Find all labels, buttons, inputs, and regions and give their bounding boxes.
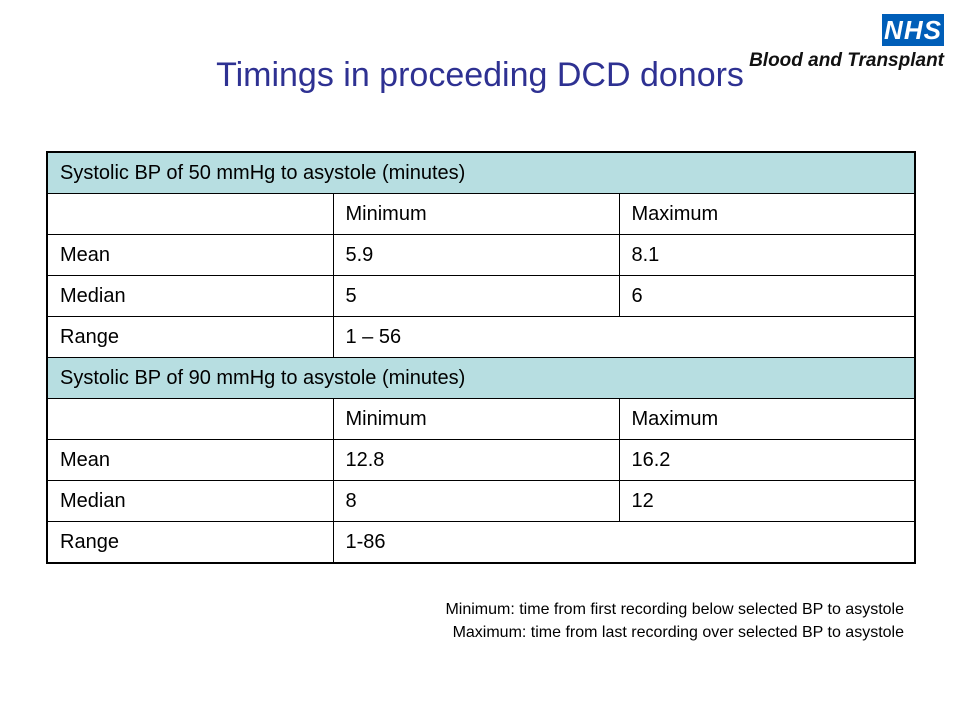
maximum-cell: 16.2 — [618, 439, 916, 481]
column-header-empty — [46, 193, 334, 235]
column-header-row: Minimum Maximum — [46, 398, 916, 440]
row-label: Median — [46, 275, 334, 317]
minimum-cell: 5.9 — [332, 234, 620, 276]
row-label: Range — [46, 316, 334, 358]
section-header: Systolic BP of 50 mmHg to asystole (minu… — [46, 151, 916, 194]
section-header: Systolic BP of 90 mmHg to asystole (minu… — [46, 357, 916, 399]
logo-text: Blood and Transplant — [749, 50, 944, 71]
column-header-empty — [46, 398, 334, 440]
maximum-cell: 12 — [618, 480, 916, 522]
maximum-cell: 6 — [618, 275, 916, 317]
range-row: Range 1 – 56 — [46, 316, 916, 358]
column-header-maximum: Maximum — [618, 398, 916, 440]
section-header-row: Systolic BP of 90 mmHg to asystole (minu… — [46, 357, 916, 399]
slide-title: Timings in proceeding DCD donors — [216, 56, 744, 94]
section-header-row: Systolic BP of 50 mmHg to asystole (minu… — [46, 151, 916, 194]
table-row: Median 8 12 — [46, 480, 916, 522]
row-label: Mean — [46, 439, 334, 481]
maximum-cell: 8.1 — [618, 234, 916, 276]
footnote-minimum: Minimum: time from first recording below… — [445, 601, 904, 618]
column-header-minimum: Minimum — [332, 398, 620, 440]
minimum-cell: 8 — [332, 480, 620, 522]
timings-table: Systolic BP of 50 mmHg to asystole (minu… — [46, 151, 916, 564]
table-row: Median 5 6 — [46, 275, 916, 317]
row-label: Range — [46, 521, 334, 564]
row-label: Mean — [46, 234, 334, 276]
table-row: Mean 12.8 16.2 — [46, 439, 916, 481]
range-cell: 1 – 56 — [332, 316, 916, 358]
row-label: Median — [46, 480, 334, 522]
footnote-maximum: Maximum: time from last recording over s… — [452, 624, 904, 641]
column-header-minimum: Minimum — [332, 193, 620, 235]
range-cell: 1-86 — [332, 521, 916, 564]
footnote: Minimum: time from first recording below… — [445, 598, 904, 644]
column-header-maximum: Maximum — [618, 193, 916, 235]
column-header-row: Minimum Maximum — [46, 193, 916, 235]
nhs-logo-badge: NHS — [882, 14, 944, 46]
nhs-blood-and-transplant-logo: NHS Blood and Transplant — [746, 14, 946, 74]
minimum-cell: 5 — [332, 275, 620, 317]
minimum-cell: 12.8 — [332, 439, 620, 481]
table-row: Mean 5.9 8.1 — [46, 234, 916, 276]
range-row: Range 1-86 — [46, 521, 916, 564]
